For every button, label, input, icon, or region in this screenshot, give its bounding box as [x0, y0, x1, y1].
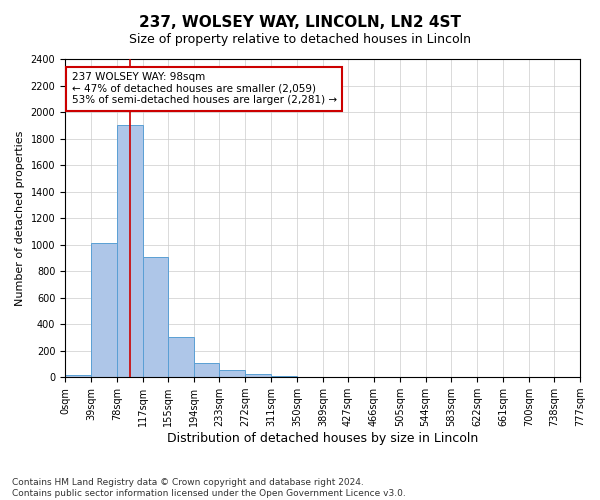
Text: Size of property relative to detached houses in Lincoln: Size of property relative to detached ho… — [129, 32, 471, 46]
Text: Contains HM Land Registry data © Crown copyright and database right 2024.
Contai: Contains HM Land Registry data © Crown c… — [12, 478, 406, 498]
Bar — [297, 376, 323, 377]
Bar — [143, 256, 168, 377]
Bar — [65, 374, 91, 377]
Bar — [117, 126, 143, 377]
Text: 237 WOLSEY WAY: 98sqm
← 47% of detached houses are smaller (2,059)
53% of semi-d: 237 WOLSEY WAY: 98sqm ← 47% of detached … — [71, 72, 337, 106]
Text: 237, WOLSEY WAY, LINCOLN, LN2 4ST: 237, WOLSEY WAY, LINCOLN, LN2 4ST — [139, 15, 461, 30]
Bar — [245, 374, 271, 377]
Bar — [91, 244, 117, 377]
Y-axis label: Number of detached properties: Number of detached properties — [15, 130, 25, 306]
Bar — [271, 376, 297, 377]
X-axis label: Distribution of detached houses by size in Lincoln: Distribution of detached houses by size … — [167, 432, 478, 445]
Bar — [220, 370, 245, 377]
Bar — [194, 364, 220, 377]
Bar — [168, 337, 194, 377]
